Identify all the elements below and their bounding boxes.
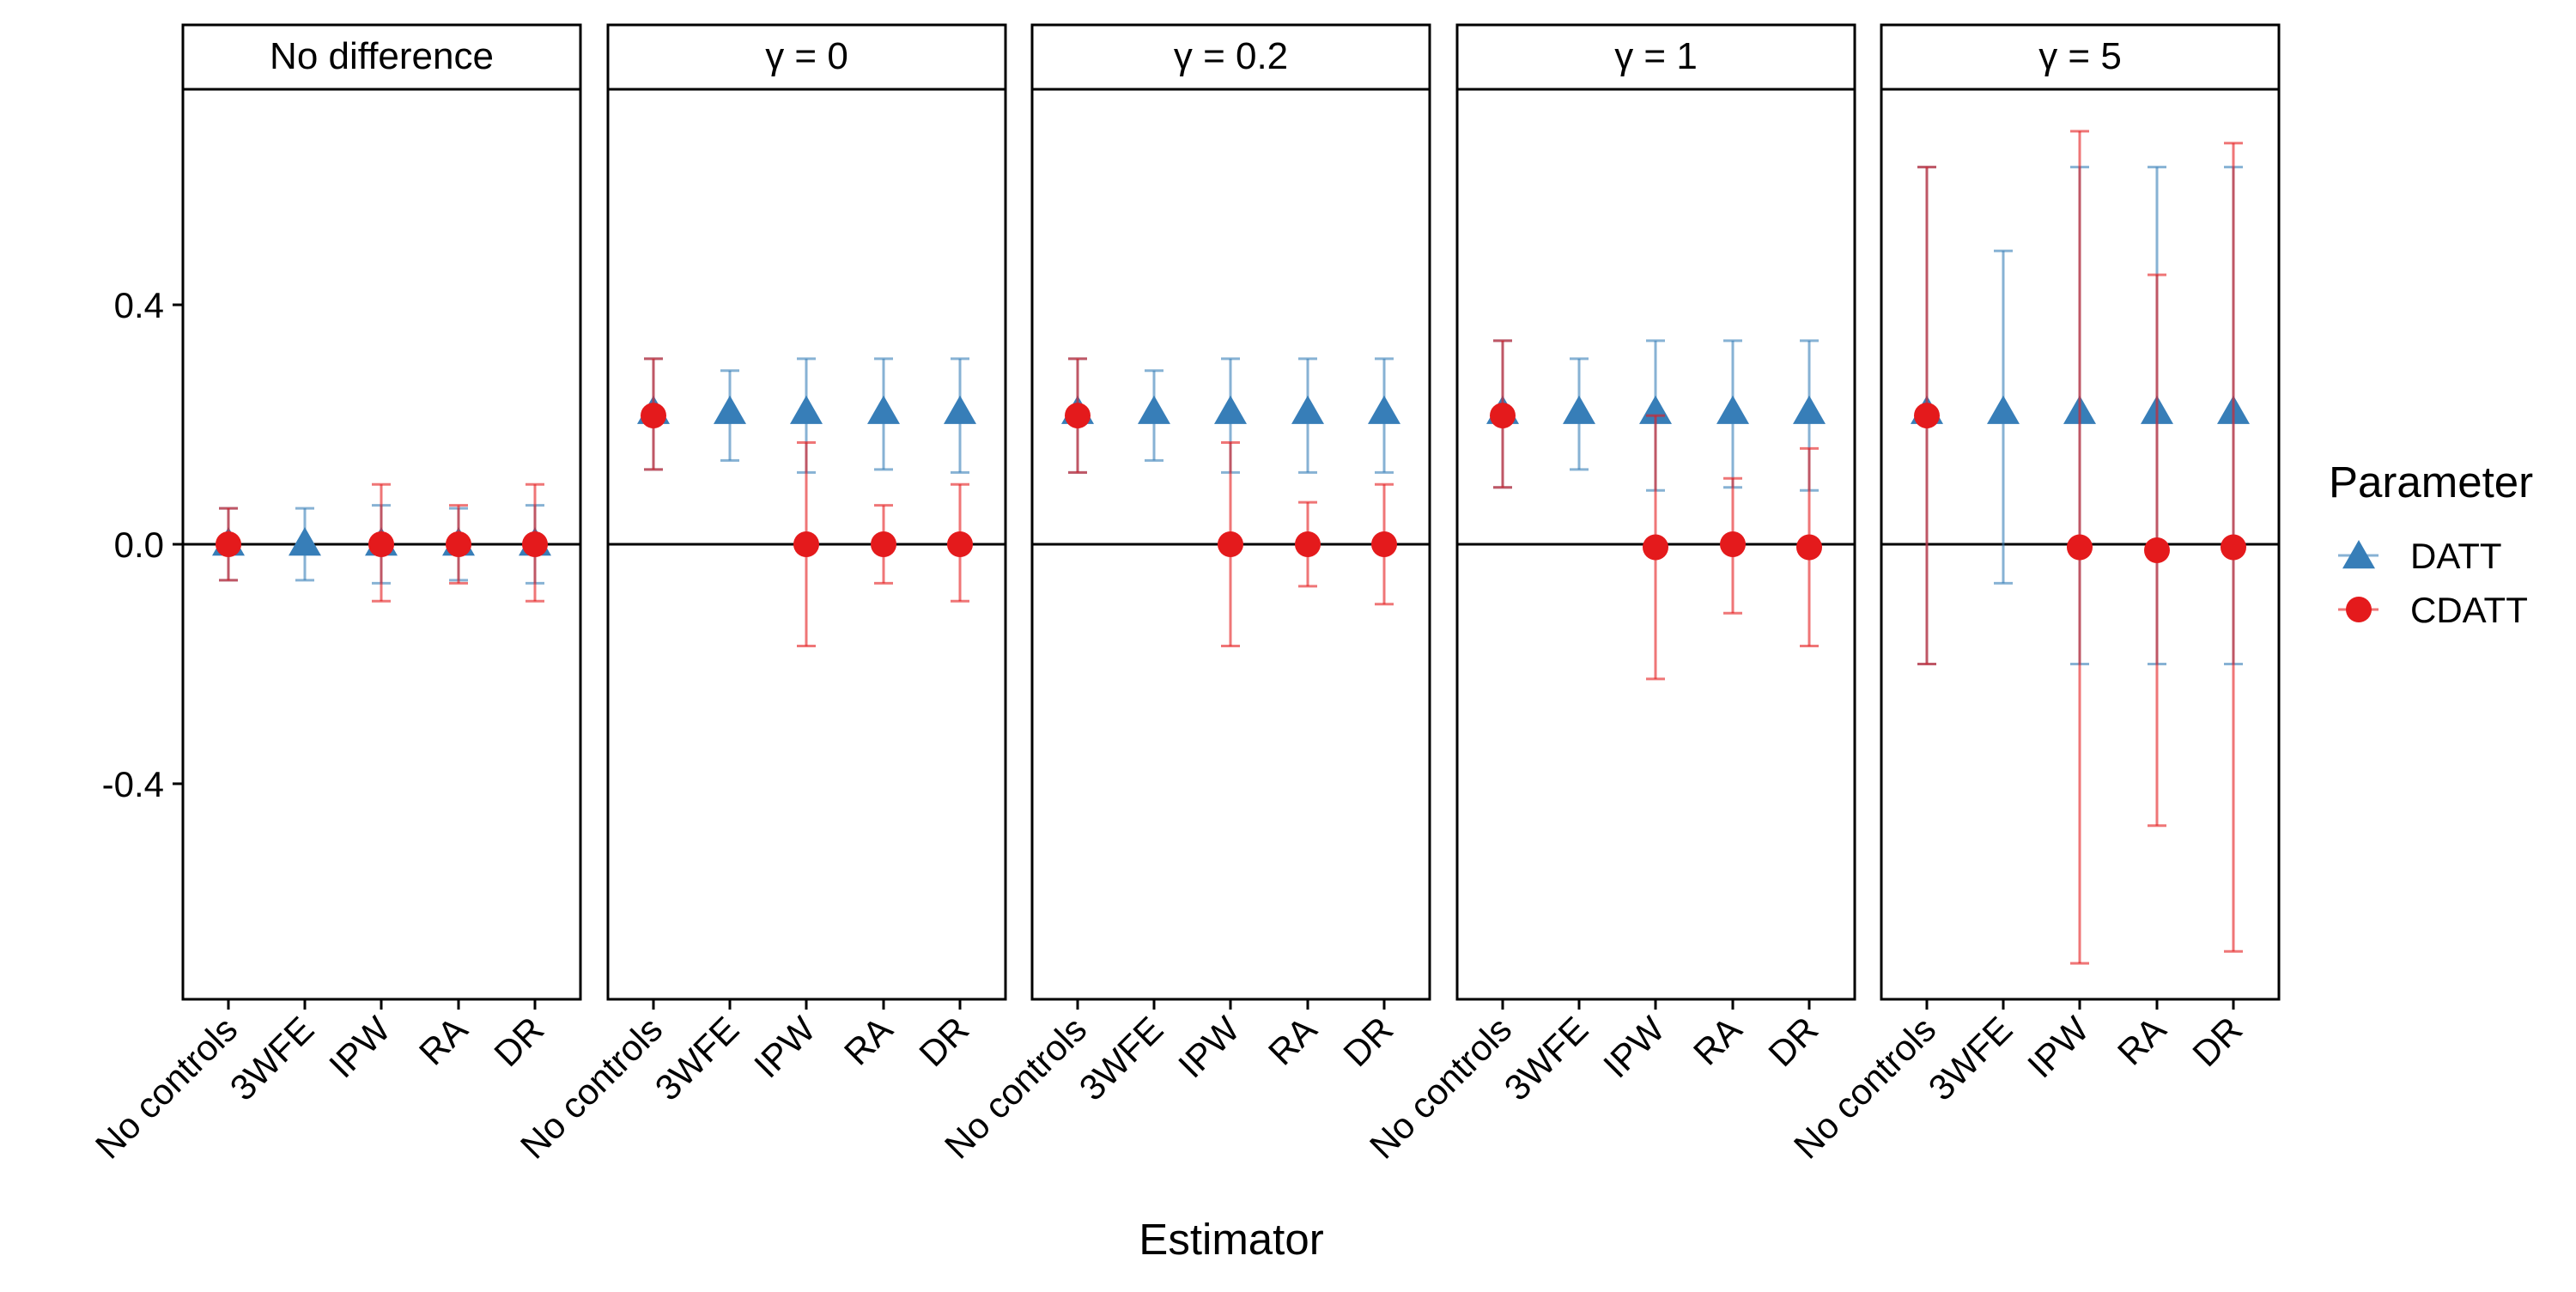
facet-title: γ = 0.2 [1174, 35, 1288, 77]
point-cdatt-marker [446, 531, 471, 557]
point-datt-marker [1793, 395, 1826, 424]
point-cdatt-marker [2221, 534, 2246, 561]
point-datt-marker [1987, 395, 2020, 424]
point-datt-marker [1368, 395, 1400, 424]
point-datt-marker [1639, 395, 1672, 424]
facet-title: γ = 0 [765, 35, 848, 77]
point-datt-marker [1291, 395, 1324, 424]
series-cdatt [1065, 357, 1397, 648]
point-cdatt-marker [522, 531, 548, 557]
point-cdatt-marker [2067, 534, 2093, 561]
point-cdatt-marker [871, 531, 896, 557]
point-cdatt-marker [1065, 403, 1091, 429]
point-cdatt-marker [1371, 531, 1397, 557]
series-cdatt [641, 357, 973, 648]
point-cdatt-marker [1720, 531, 1746, 557]
point-cdatt-marker [216, 531, 241, 557]
point-datt-marker [1214, 395, 1247, 424]
x-axis-title: Estimator [1139, 1215, 1323, 1264]
facet-strip [606, 23, 1007, 91]
facet-title: No difference [270, 35, 494, 77]
legend-entry-datt: DATT [2338, 536, 2502, 576]
y-tick-label: -0.4 [102, 764, 164, 804]
legend: Parameter DATT CDATT [2329, 458, 2533, 630]
point-cdatt-marker [368, 531, 394, 557]
point-cdatt-marker [1490, 403, 1516, 429]
y-axis: -0.4 0.0 0.4 [102, 285, 183, 804]
legend-title: Parameter [2329, 458, 2533, 506]
point-cdatt-marker [641, 403, 666, 429]
legend-label: DATT [2410, 536, 2502, 576]
facet-title: γ = 1 [1614, 35, 1698, 77]
point-datt-marker [790, 395, 823, 424]
legend-circle-icon [2346, 597, 2372, 622]
legend-triangle-icon [2342, 540, 2375, 569]
point-cdatt-marker [1218, 531, 1243, 557]
point-cdatt-marker [1295, 531, 1321, 557]
point-datt-marker [714, 395, 746, 424]
y-tick-label: 0.0 [114, 525, 164, 565]
point-cdatt-marker [947, 531, 973, 557]
point-datt-marker [1716, 395, 1749, 424]
point-datt-marker [867, 395, 900, 424]
point-datt-marker [944, 395, 976, 424]
facet-strip [1030, 23, 1431, 91]
point-datt-marker [1563, 395, 1595, 424]
legend-entry-cdatt: CDATT [2338, 590, 2528, 630]
facet-strip [1880, 23, 2281, 91]
legend-label: CDATT [2410, 590, 2528, 630]
series-cdatt [1914, 130, 2246, 965]
point-cdatt-marker [2144, 537, 2170, 563]
point-datt-marker [289, 527, 321, 556]
point-cdatt-marker [793, 531, 819, 557]
point-cdatt-marker [1796, 534, 1822, 561]
series-cdatt [216, 482, 548, 603]
series-cdatt [1490, 339, 1822, 681]
point-cdatt-marker [1643, 534, 1668, 561]
facet-strip [1455, 23, 1856, 91]
point-datt-marker [1138, 395, 1170, 424]
y-tick-label: 0.4 [114, 285, 164, 325]
facet-strip [181, 23, 582, 91]
point-cdatt-marker [1914, 403, 1940, 429]
facet-title: γ = 5 [2038, 35, 2122, 77]
